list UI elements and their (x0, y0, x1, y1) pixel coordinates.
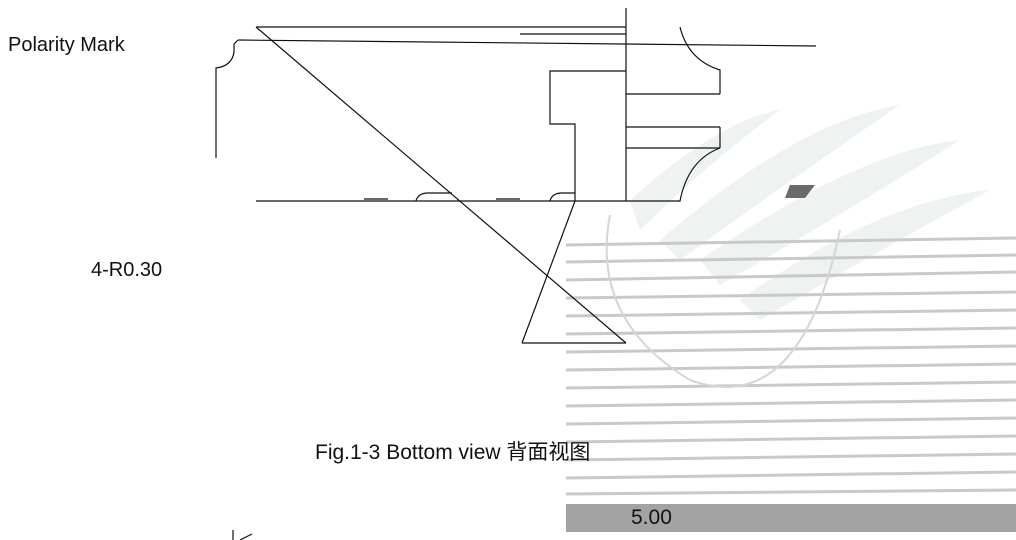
scanline-shadow (565, 236, 1016, 496)
ghost-artifacts (630, 105, 990, 320)
shadow-line (565, 416, 1016, 426)
bottom-pad (549, 192, 575, 202)
shadow-line (565, 308, 1016, 318)
ghost-swoosh (660, 105, 900, 260)
shadow-line (565, 344, 1016, 354)
left-chamfer (215, 39, 239, 158)
dimension-arrow (239, 533, 253, 540)
shadow-line (565, 398, 1016, 408)
shadow-line (565, 434, 1016, 444)
polarity-mark-label: Polarity Mark (8, 34, 125, 56)
ghost-swoosh (700, 140, 960, 285)
polarity-notch (549, 70, 626, 201)
shadow-line (565, 488, 1016, 496)
ghost-marker (785, 185, 815, 198)
ghost-swoosh (630, 110, 780, 230)
figure-caption: Fig.1-3 Bottom view 背面视图 (315, 441, 591, 464)
shadow-line (565, 326, 1016, 336)
package-outline (215, 8, 817, 540)
shadow-line (565, 362, 1016, 372)
top-edge-line (237, 39, 817, 47)
dimension-value: 5.00 (631, 506, 672, 529)
leader-line (521, 200, 576, 344)
bottom-pad (415, 192, 452, 202)
corner-radius-label: 4-R0.30 (91, 259, 163, 281)
ghost-arc (605, 214, 841, 388)
ghost-swoosh (740, 190, 990, 320)
right-bottom-corner (626, 147, 721, 202)
shadow-line (565, 253, 1016, 264)
shadow-line (565, 270, 1016, 282)
shadow-line (565, 236, 1016, 247)
shadow-line (565, 470, 1016, 480)
dimension-bar (566, 504, 1016, 532)
leader-line (255, 26, 627, 344)
shadow-line (565, 380, 1016, 390)
shadow-line (565, 452, 1016, 462)
right-top-corner (679, 26, 721, 94)
shadow-line (565, 290, 1016, 300)
